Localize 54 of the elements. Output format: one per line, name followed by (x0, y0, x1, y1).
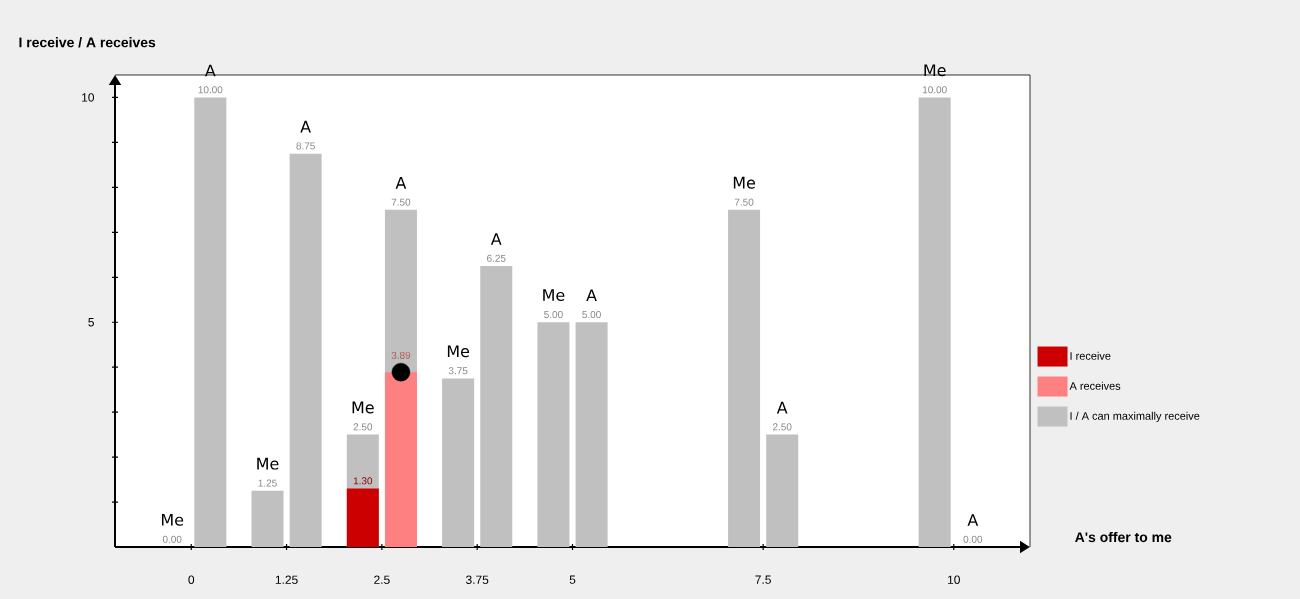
x-axis-title: A's offer to me (1075, 531, 1172, 543)
legend-label: I / A can maximally receive (1070, 411, 1200, 423)
x-tick-label: 10 (948, 575, 960, 584)
data-label: 0.00 (162, 535, 182, 543)
data-label: 6.25 (487, 254, 506, 262)
data-label: 2.50 (773, 423, 792, 431)
data-label: 1.30 (353, 477, 373, 485)
annotation: A (204, 64, 216, 77)
legend-label: I receive (1070, 351, 1111, 360)
data-label: 10.00 (198, 86, 223, 94)
data-label: 10.00 (923, 86, 947, 94)
annotation: A (776, 401, 788, 414)
data-label: 3.89 (391, 351, 411, 359)
legend-label: A receives (1069, 381, 1121, 390)
annotation: A (300, 120, 311, 133)
bar (728, 209, 761, 547)
y-axis-title: I receive / A receives (19, 37, 156, 48)
bar (442, 378, 475, 547)
annotation: A (395, 177, 407, 189)
annotation: Me (447, 345, 470, 358)
annotation: Me (161, 513, 184, 526)
bar (384, 372, 417, 547)
annotation: Me (543, 289, 565, 302)
x-tick-label: 5 (569, 575, 576, 584)
bar (194, 97, 227, 547)
bar (537, 322, 570, 547)
data-label: 7.50 (734, 198, 754, 206)
data-label: 0.00 (963, 535, 983, 543)
annotation: Me (733, 176, 755, 189)
x-tick-label: 2.5 (374, 575, 390, 584)
data-label: 7.50 (391, 198, 411, 206)
data-label: 5.00 (582, 310, 601, 319)
bar (766, 434, 799, 547)
x-tick-label: 0 (188, 575, 195, 584)
annotation: Me (924, 64, 946, 77)
annotation: A (490, 233, 502, 245)
data-label: 1.25 (258, 479, 277, 487)
data-label: 8.75 (296, 142, 315, 150)
bar (480, 266, 513, 547)
data-label: 5.00 (544, 310, 563, 319)
annotation: A (586, 289, 597, 302)
annotation: A (967, 514, 979, 526)
x-tick-label: 1.25 (275, 575, 298, 584)
x-tick-label: 3.75 (466, 575, 489, 584)
bar (289, 153, 322, 547)
bar (346, 488, 379, 547)
data-label: 2.50 (353, 423, 373, 431)
bar (251, 490, 284, 547)
x-tick-label: 7.5 (755, 575, 771, 584)
bar (575, 322, 608, 547)
data-label: 3.75 (448, 367, 468, 375)
bar (918, 97, 951, 547)
annotation: Me (257, 457, 279, 470)
annotation: Me (352, 401, 374, 414)
